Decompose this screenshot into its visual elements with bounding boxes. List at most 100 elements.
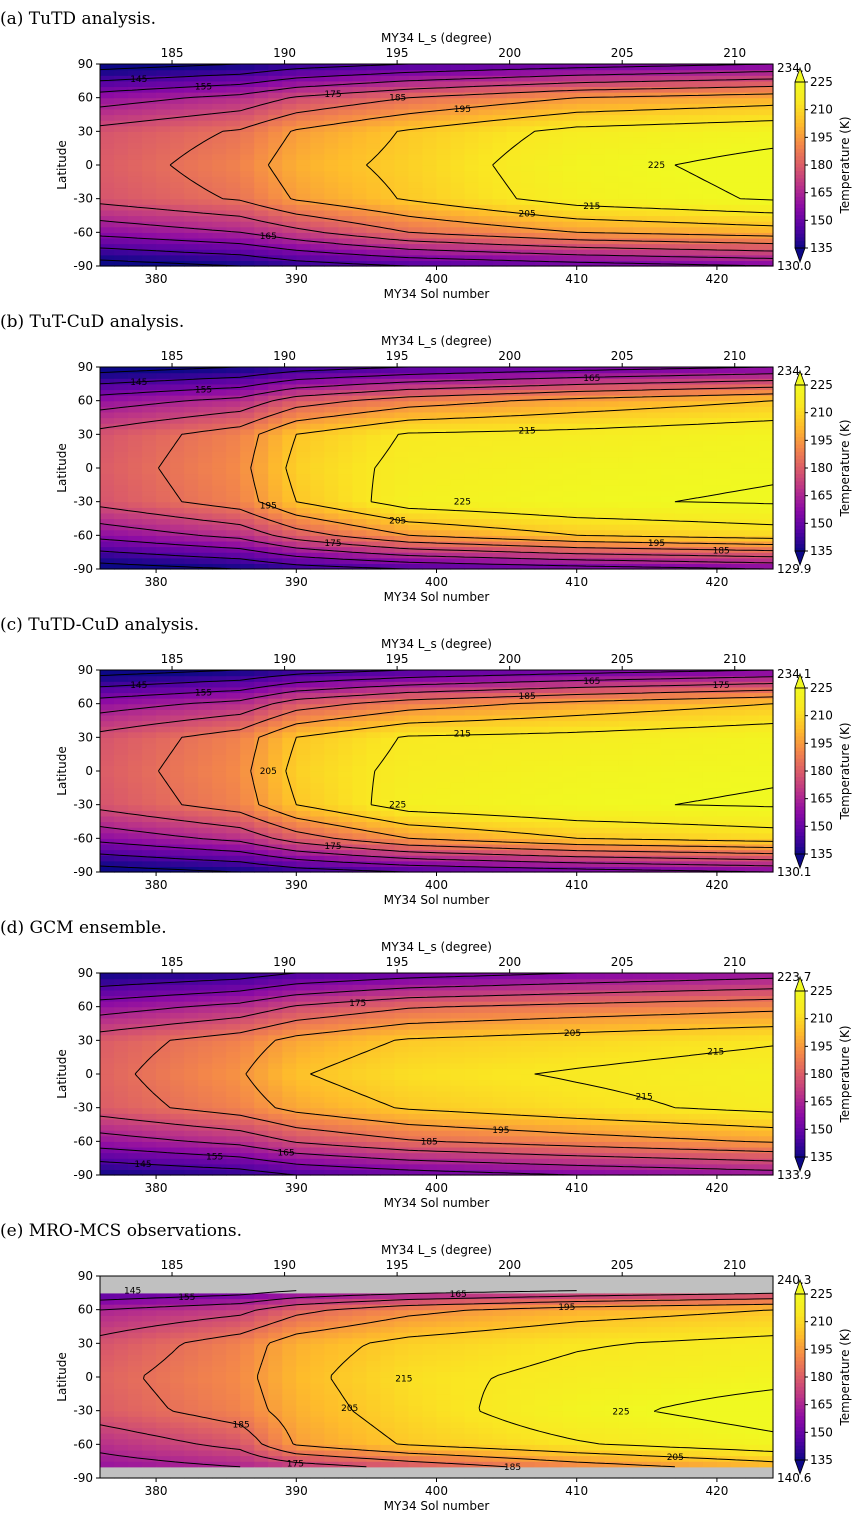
heatmap-cell (394, 512, 410, 520)
heatmap-cell (702, 108, 718, 116)
heatmap-cell (492, 540, 508, 548)
heatmap-cell (730, 170, 746, 177)
heatmap-cell (212, 771, 227, 778)
heatmap-cell (282, 771, 297, 778)
heatmap-cell (534, 120, 550, 127)
heatmap-cell (212, 720, 227, 727)
heatmap-cell (212, 226, 227, 233)
heatmap-cell (576, 843, 592, 851)
heatmap-cell (212, 714, 227, 722)
heatmap-cell (688, 456, 704, 463)
heatmap-cell (422, 136, 438, 144)
heatmap-cell (590, 92, 606, 99)
heatmap-cell (716, 529, 732, 536)
heatmap-cell (212, 793, 227, 800)
heatmap-cell (590, 771, 606, 778)
heatmap-cell (254, 92, 269, 99)
heatmap-cell (478, 832, 494, 839)
heatmap-cell (380, 249, 396, 256)
colorbar-segment (795, 506, 805, 511)
heatmap-cell (492, 518, 508, 525)
heatmap-cell (548, 810, 564, 817)
heatmap-cell (100, 496, 115, 503)
heatmap-cell (688, 136, 704, 144)
x2-tick-label: 185 (161, 349, 184, 363)
heatmap-cell (716, 114, 732, 121)
heatmap-cell (156, 389, 171, 396)
heatmap-cell (156, 546, 171, 553)
heatmap-cell (198, 187, 213, 194)
heatmap-cell (338, 254, 353, 261)
heatmap-cell (156, 204, 171, 211)
heatmap-cell (394, 709, 410, 716)
heatmap-cell (520, 742, 536, 750)
heatmap-cell (478, 804, 494, 811)
heatmap-cell (352, 524, 367, 531)
heatmap-cell (114, 417, 129, 424)
heatmap-cell (730, 428, 746, 435)
heatmap-cell (268, 490, 283, 497)
heatmap-cell (114, 490, 129, 497)
heatmap-cell (338, 451, 353, 458)
contour-label: 175 (324, 90, 341, 100)
heatmap-cell (380, 496, 396, 503)
heatmap-cell (380, 827, 396, 834)
heatmap-cell (450, 423, 466, 430)
heatmap-cell (506, 103, 522, 110)
heatmap-cell (702, 249, 718, 256)
heatmap-cell (646, 367, 662, 374)
heatmap-cell (114, 827, 129, 834)
heatmap-cell (548, 490, 564, 497)
heatmap-cell (492, 434, 508, 441)
heatmap-cell (520, 226, 536, 233)
heatmap-cell (114, 108, 129, 116)
heatmap-cell (548, 451, 564, 458)
heatmap-cell (310, 765, 325, 772)
heatmap-cell (646, 501, 662, 508)
heatmap-cell (702, 367, 718, 374)
heatmap-cell (674, 479, 690, 486)
heatmap-cell (758, 507, 774, 514)
heatmap-cell (142, 827, 157, 834)
heatmap-cell (674, 439, 690, 447)
heatmap-cell (352, 843, 367, 851)
heatmap-cell (478, 468, 494, 475)
heatmap-cell (142, 793, 157, 800)
heatmap-cell (254, 496, 269, 503)
heatmap-cell (198, 215, 213, 222)
heatmap-cell (268, 378, 283, 385)
heatmap-cell (240, 131, 255, 138)
heatmap-cell (156, 103, 171, 110)
heatmap-cell (198, 720, 213, 727)
heatmap-cell (324, 209, 339, 217)
heatmap-cell (254, 170, 269, 177)
heatmap-cell (156, 193, 171, 200)
heatmap-cell (324, 698, 339, 705)
heatmap-cell (492, 170, 508, 177)
heatmap-cell (142, 512, 157, 520)
heatmap-cell (548, 703, 564, 710)
heatmap-cell (408, 726, 424, 733)
heatmap-cell (128, 215, 143, 222)
heatmap-cell (240, 529, 255, 536)
heatmap-cell (184, 681, 199, 688)
heatmap-cell (576, 120, 592, 127)
heatmap-cell (394, 423, 410, 430)
heatmap-cell (576, 142, 592, 149)
heatmap-cell (548, 849, 564, 856)
heatmap-cell (576, 204, 592, 211)
heatmap-cell (296, 120, 311, 127)
colorbar-segment (795, 477, 805, 482)
heatmap-cell (632, 114, 648, 121)
heatmap-cell (366, 849, 382, 856)
colorbar-segment (795, 469, 805, 475)
heatmap-cell (464, 64, 480, 71)
heatmap-cell (282, 64, 297, 71)
heatmap-cell (198, 165, 213, 172)
heatmap-cell (646, 198, 662, 205)
heatmap-cell (436, 411, 452, 419)
heatmap-cell (674, 490, 690, 497)
heatmap-cell (520, 237, 536, 245)
heatmap-cell (660, 423, 676, 430)
heatmap-cell (366, 417, 382, 424)
